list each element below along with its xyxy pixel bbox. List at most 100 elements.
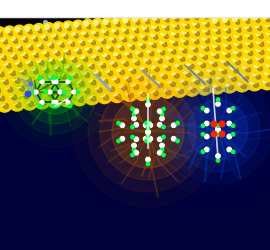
Circle shape <box>194 67 200 73</box>
Circle shape <box>23 74 29 79</box>
Circle shape <box>192 12 196 17</box>
Circle shape <box>233 48 239 54</box>
Circle shape <box>52 104 56 108</box>
Circle shape <box>253 82 259 87</box>
Circle shape <box>164 34 169 38</box>
Circle shape <box>202 35 207 40</box>
Circle shape <box>62 21 75 33</box>
Circle shape <box>90 64 95 69</box>
Circle shape <box>134 109 139 114</box>
Circle shape <box>67 52 80 66</box>
Circle shape <box>173 41 178 46</box>
Circle shape <box>8 87 13 92</box>
Circle shape <box>174 73 179 78</box>
Circle shape <box>243 37 256 51</box>
Circle shape <box>182 13 187 18</box>
Circle shape <box>101 18 114 30</box>
Circle shape <box>127 42 132 46</box>
Circle shape <box>148 136 153 141</box>
Circle shape <box>159 39 164 44</box>
Circle shape <box>168 67 183 81</box>
Circle shape <box>148 61 163 75</box>
Circle shape <box>97 88 112 104</box>
Circle shape <box>141 44 146 48</box>
Circle shape <box>134 122 139 127</box>
Circle shape <box>91 96 96 101</box>
Circle shape <box>258 26 262 30</box>
Circle shape <box>162 23 167 28</box>
Circle shape <box>227 121 231 126</box>
Circle shape <box>50 60 55 64</box>
Circle shape <box>227 147 231 152</box>
Circle shape <box>160 143 164 148</box>
Circle shape <box>120 58 126 63</box>
Circle shape <box>190 44 195 49</box>
Circle shape <box>86 61 92 66</box>
Circle shape <box>93 84 99 89</box>
Circle shape <box>43 84 48 89</box>
Circle shape <box>56 51 60 56</box>
Circle shape <box>100 91 105 97</box>
Circle shape <box>80 53 85 59</box>
Circle shape <box>62 59 66 64</box>
Circle shape <box>125 39 138 52</box>
Circle shape <box>132 57 137 62</box>
Circle shape <box>145 139 148 143</box>
Circle shape <box>75 93 80 99</box>
Circle shape <box>165 26 170 30</box>
Circle shape <box>25 98 30 103</box>
Circle shape <box>268 25 270 29</box>
Circle shape <box>142 24 146 29</box>
Circle shape <box>195 57 209 71</box>
Circle shape <box>240 71 245 77</box>
Circle shape <box>28 82 33 87</box>
Circle shape <box>143 16 147 21</box>
Circle shape <box>48 90 52 94</box>
Circle shape <box>157 109 162 114</box>
Circle shape <box>81 69 87 74</box>
Circle shape <box>127 77 132 82</box>
Circle shape <box>49 30 61 42</box>
Circle shape <box>5 65 19 79</box>
Circle shape <box>267 53 270 59</box>
Circle shape <box>50 96 55 101</box>
Circle shape <box>177 53 182 58</box>
Circle shape <box>245 47 250 52</box>
Circle shape <box>23 60 87 124</box>
Circle shape <box>32 70 46 85</box>
Circle shape <box>192 65 206 79</box>
Circle shape <box>102 52 107 57</box>
Circle shape <box>220 57 226 62</box>
Circle shape <box>66 50 71 55</box>
Circle shape <box>33 24 45 36</box>
Circle shape <box>51 32 56 37</box>
Circle shape <box>52 80 56 84</box>
Circle shape <box>247 59 252 64</box>
Circle shape <box>8 34 21 46</box>
Circle shape <box>172 14 177 18</box>
Circle shape <box>37 96 43 102</box>
Circle shape <box>190 10 202 22</box>
Circle shape <box>208 48 222 62</box>
Circle shape <box>18 30 23 35</box>
Circle shape <box>0 92 1 98</box>
Circle shape <box>204 46 209 51</box>
Circle shape <box>122 86 137 102</box>
Circle shape <box>106 55 110 60</box>
Circle shape <box>109 86 114 92</box>
Circle shape <box>127 31 140 44</box>
Circle shape <box>18 48 31 62</box>
Circle shape <box>178 65 183 70</box>
Circle shape <box>85 88 90 94</box>
Circle shape <box>238 44 242 49</box>
Circle shape <box>0 88 1 93</box>
Circle shape <box>12 75 17 80</box>
Circle shape <box>79 82 93 97</box>
Circle shape <box>158 82 163 87</box>
Circle shape <box>222 49 227 54</box>
Circle shape <box>61 31 66 36</box>
Circle shape <box>120 46 124 50</box>
Circle shape <box>62 90 66 94</box>
Circle shape <box>66 98 71 103</box>
Circle shape <box>45 68 50 73</box>
